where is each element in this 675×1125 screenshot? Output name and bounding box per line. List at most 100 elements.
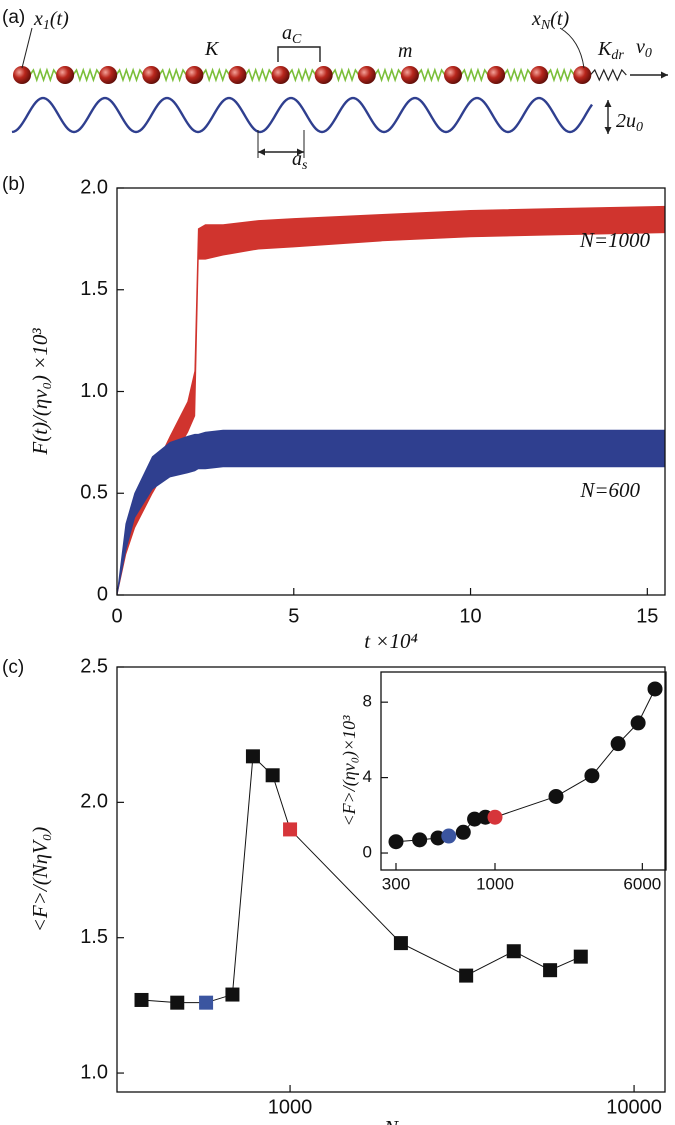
marker [412,832,428,848]
particle [314,66,333,84]
marker [610,736,626,752]
label-tail: (t) [550,8,569,30]
arrow-head [604,100,612,134]
label-text: K [597,38,613,60]
y-axis-label: <F>/(ηv₀)×10³ [339,715,360,827]
label-text: K [204,38,220,60]
substrate [11,96,593,134]
y-tick-label: 1.5 [80,926,108,948]
marker [265,768,280,783]
plot-frame [380,671,667,871]
label-sub: 0 [636,120,643,135]
diagram-label: xN(t) [531,8,569,34]
diagram-label: Kdr [597,38,624,64]
y-tick-label: 0.5 [80,482,108,504]
marker [573,949,588,964]
x-tick-label: 1000 [476,874,514,893]
label-sub: dr [611,48,624,63]
y-tick-label: 1.0 [80,380,108,402]
bracket [277,46,321,62]
marker [393,936,408,951]
marker [647,681,663,697]
particle [13,66,31,84]
marker [441,828,457,844]
label-sub: N [540,18,551,33]
particle [487,66,506,84]
marker [543,963,558,978]
marker [548,788,564,804]
label-tail: (t) [50,8,69,30]
particle [185,66,204,84]
label-text: 2u [616,110,636,132]
x-tick-label: 6000 [623,874,661,893]
diagram-label: x1(t) [33,8,69,34]
diagram-label: as [292,148,308,174]
y-tick-label: 2.0 [80,791,108,813]
x-tick-label: 5 [288,605,299,627]
plot-frame [116,187,666,596]
x-tick-label: 300 [382,874,410,893]
y-tick-label: 4 [363,767,372,786]
panel-label: (a) [2,7,25,28]
label-sub: 1 [43,18,50,33]
particle [530,66,549,84]
series-label: N=600 [579,478,640,502]
marker [134,992,149,1007]
marker [388,834,404,850]
label-text: x [531,8,541,30]
x-tick-label: 1000 [268,1096,313,1118]
arrow-head [661,71,668,79]
label-sub: 0 [645,46,652,61]
band [116,205,666,596]
particle [56,66,75,84]
marker [506,944,521,959]
particle [142,66,161,84]
marker [170,995,185,1010]
marker [487,809,503,825]
y-tick-label: 2.5 [80,655,108,677]
particle [573,66,592,84]
diagram-label: 2u0 [616,110,643,136]
x-tick-label: 10 [459,605,481,627]
label-text: m [398,40,412,62]
particle [228,66,247,84]
marker [455,824,471,840]
label-text: a [282,22,292,44]
y-axis-label: F(t)/(ηv₀) ×10³ [28,328,52,456]
label-text: v [636,36,645,58]
pointer [21,27,33,69]
particle [444,66,462,84]
band [116,429,666,596]
y-tick-label: 0 [363,843,372,862]
y-tick-label: 0 [97,583,108,605]
panel-label: (c) [2,657,24,678]
label-text: a [292,148,302,170]
panel-label: (b) [2,174,25,195]
x-axis-label: t ×10⁴ [364,629,418,653]
marker [199,995,214,1010]
diagram-label: aC [282,22,302,48]
spring [29,67,575,83]
plot-frame [116,666,666,1093]
label-text: x [33,8,43,30]
diagram-label: K [204,38,220,60]
x-tick-label: 0 [111,605,122,627]
marker [245,749,260,764]
particle [357,66,376,84]
diagram-label: v0 [636,36,652,62]
y-tick-label: 1.5 [80,278,108,300]
diagram-label: m [398,40,412,62]
particle [400,66,419,84]
marker [283,822,298,837]
particle [99,66,118,84]
marker [225,987,240,1002]
marker [584,768,600,784]
y-tick-label: 2.0 [80,176,108,198]
particle [271,66,290,84]
label-sub: C [292,32,302,47]
y-axis-label: <F>/(NηV₀) [28,827,52,933]
marker [630,715,646,731]
